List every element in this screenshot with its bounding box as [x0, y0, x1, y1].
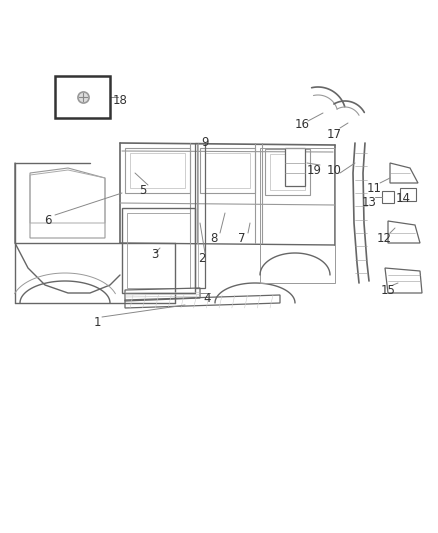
Text: 5: 5 — [139, 184, 147, 198]
Text: 19: 19 — [307, 165, 321, 177]
Text: 1: 1 — [93, 317, 101, 329]
Text: 8: 8 — [210, 232, 218, 246]
Text: 9: 9 — [201, 136, 209, 149]
Text: 16: 16 — [294, 118, 310, 132]
Text: 18: 18 — [113, 94, 127, 108]
Polygon shape — [285, 148, 305, 186]
Text: 13: 13 — [361, 197, 376, 209]
Text: 3: 3 — [151, 248, 159, 262]
Text: 10: 10 — [327, 165, 342, 177]
Text: 6: 6 — [44, 214, 52, 228]
Text: 4: 4 — [203, 293, 211, 305]
Text: 7: 7 — [238, 232, 246, 246]
FancyBboxPatch shape — [55, 76, 110, 118]
Text: 15: 15 — [381, 285, 396, 297]
Text: 11: 11 — [367, 182, 381, 196]
Text: 12: 12 — [377, 232, 392, 246]
Text: 17: 17 — [326, 127, 342, 141]
Text: 2: 2 — [198, 253, 206, 265]
Text: 14: 14 — [396, 192, 410, 206]
